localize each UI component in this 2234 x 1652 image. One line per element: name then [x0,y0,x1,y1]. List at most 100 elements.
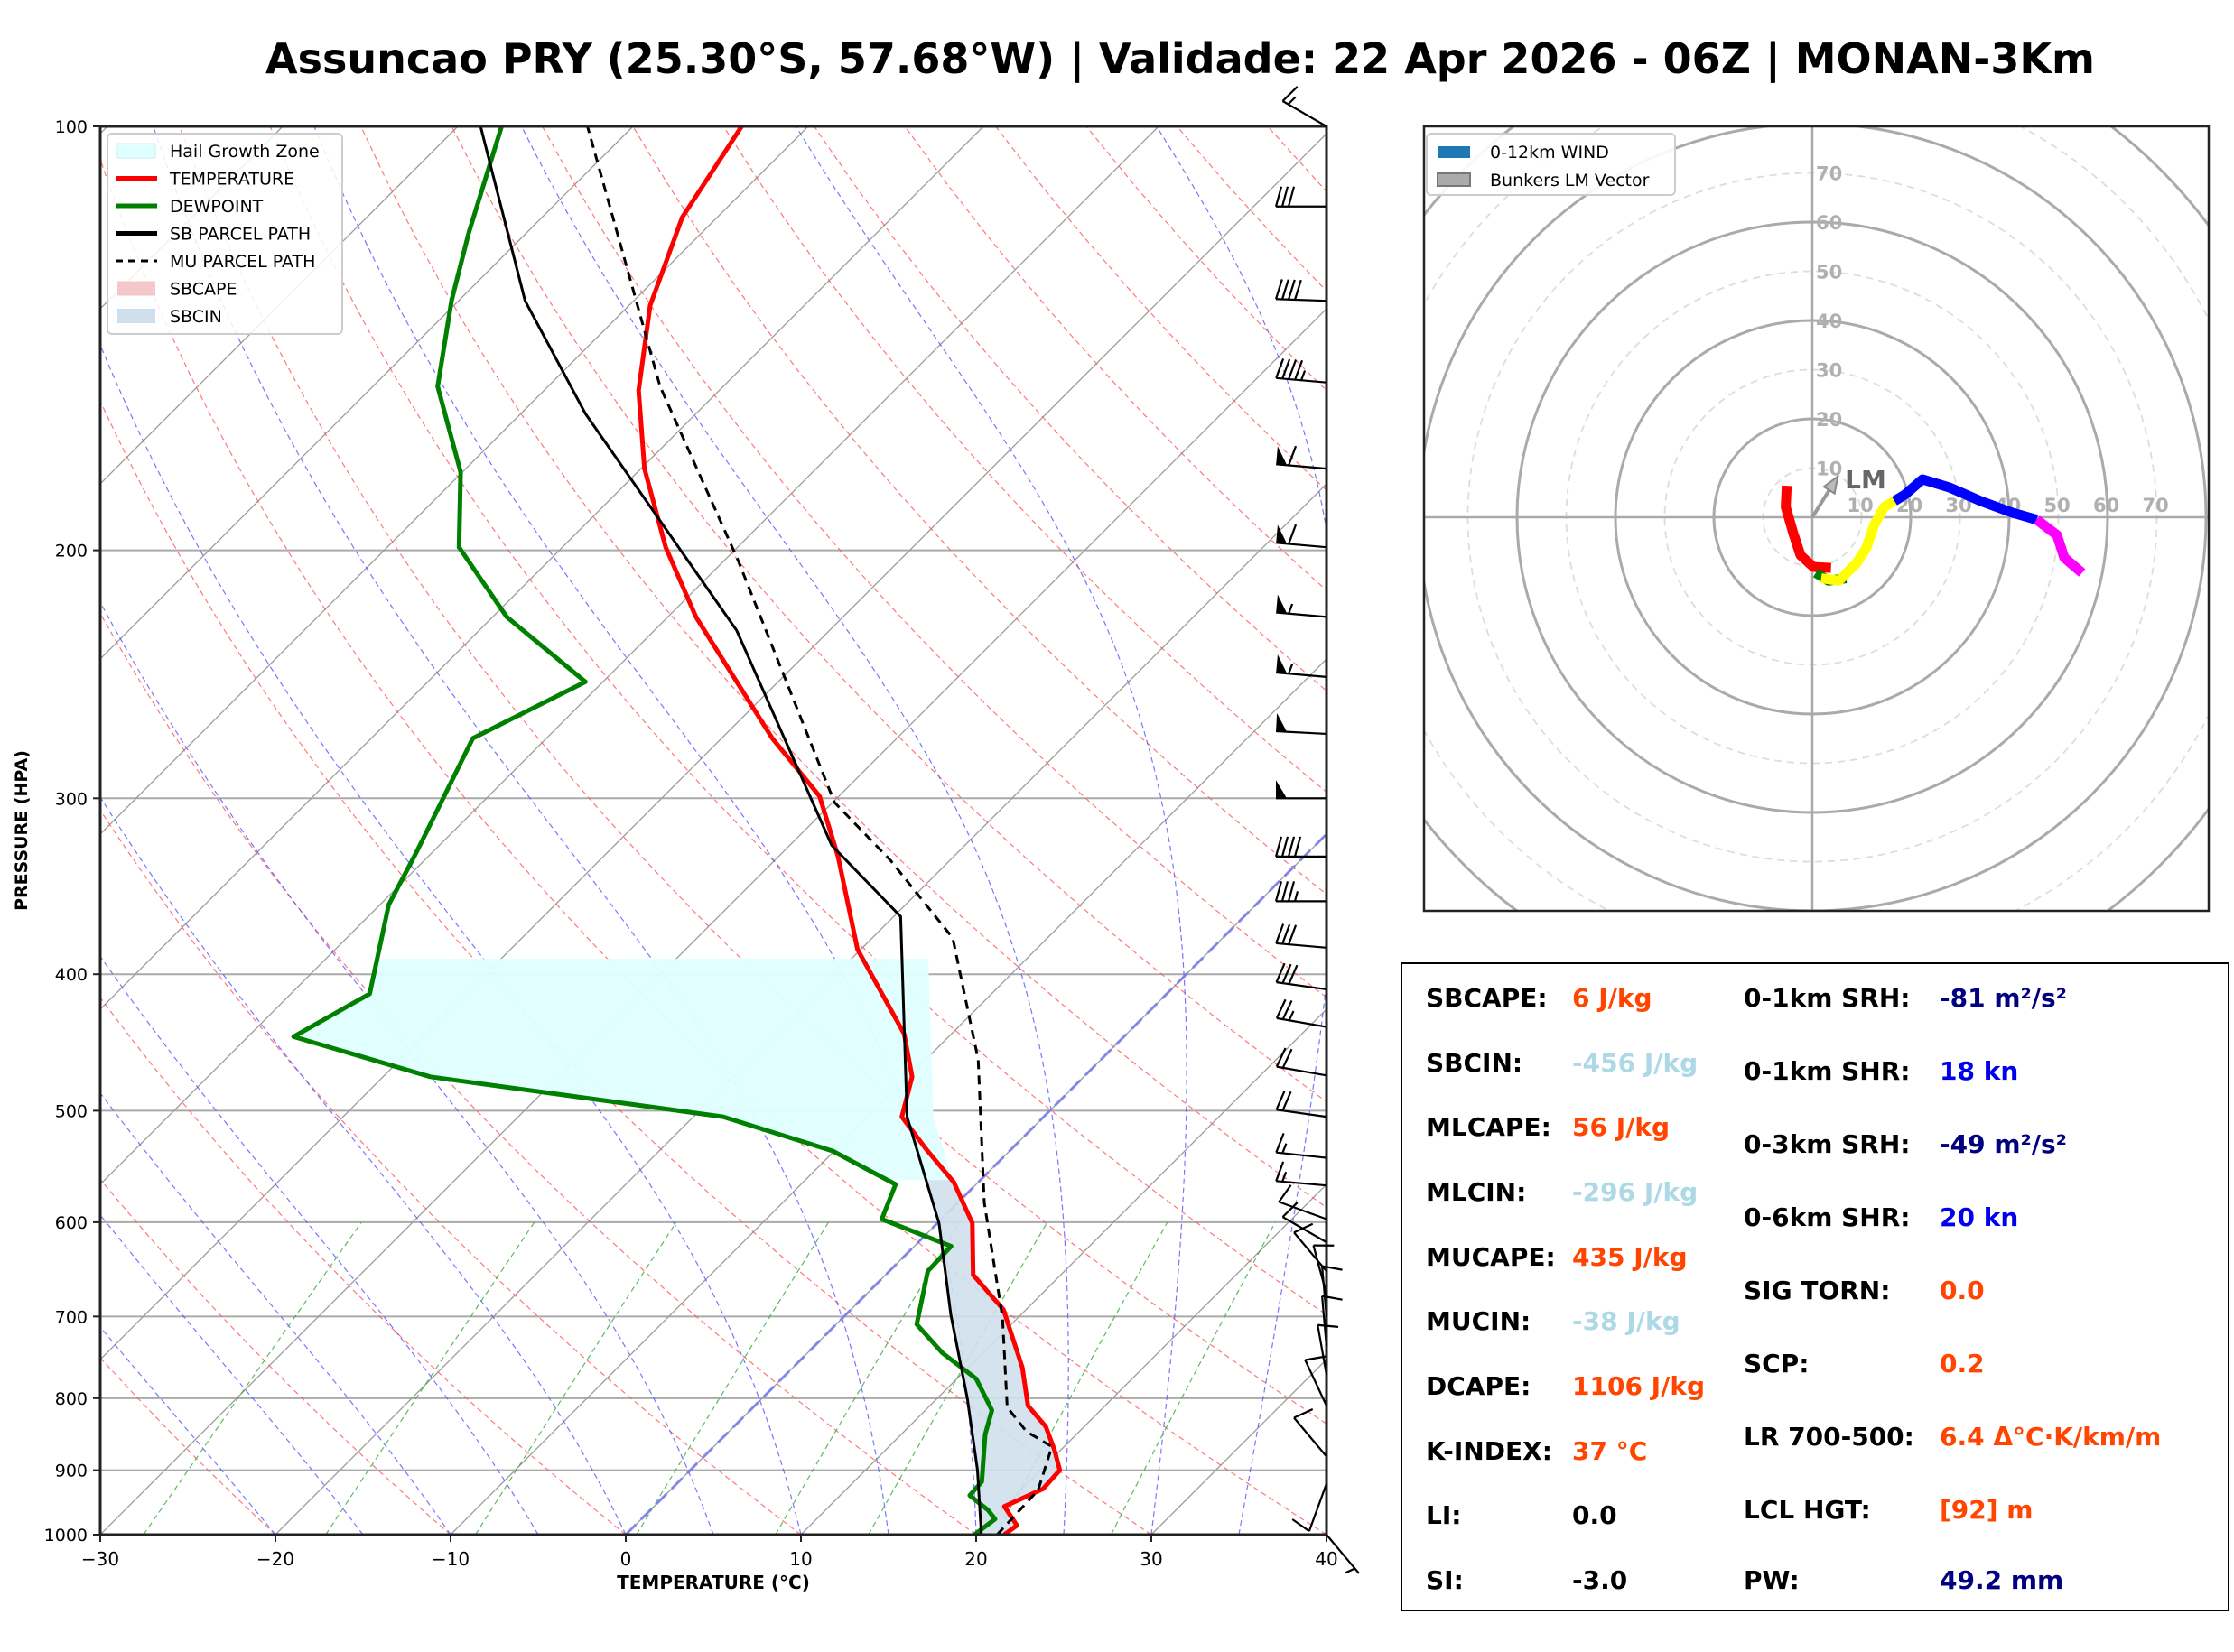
y-tick-label: 600 [55,1213,88,1233]
ring-label-v: 60 [1816,212,1842,234]
dry-adiabat [179,126,1326,1425]
ring-label-v: 40 [1816,311,1842,332]
barb-half [1287,96,1297,106]
barb-staff [1276,1109,1327,1118]
hodograph-ring [1466,172,2158,863]
isotherm-line [1326,126,1409,1535]
wind-barb [1293,1407,1327,1458]
stat-value: -3.0 [1572,1565,1628,1595]
stat-label: LI: [1426,1500,1462,1530]
barb-staff [1308,1483,1328,1532]
isotherm-line [100,126,634,660]
barb-full [1274,881,1283,902]
barb-staff [1293,1416,1327,1458]
wind-barb [1276,524,1327,549]
barb-staff [1276,1180,1327,1187]
stat-label: PW: [1744,1565,1800,1595]
x-tick-label: 20 [964,1548,987,1570]
barb-full [1293,1222,1314,1234]
hodograph-segment-yellow [1820,497,1897,586]
barb-full [1317,1323,1339,1328]
hodograph-legend: 0-12km WIND Bunkers LM Vector [1426,133,1676,196]
barb-pennant [1276,654,1288,674]
isotherm-line [100,126,984,1010]
stat-label: MLCIN: [1426,1177,1527,1207]
legend-label: SBCAPE [170,280,237,300]
moist-adiabat [100,1213,364,1535]
mixing-ratio-line [325,1221,535,1535]
hodograph-ring [1663,368,1961,666]
stat-label: DCAPE: [1426,1371,1531,1401]
isotherm-line [1150,1359,1326,1535]
wind-barb [1274,881,1326,903]
barb-half [1345,1567,1355,1574]
stat-value: 6 J/kg [1572,983,1652,1013]
barb-full [1281,963,1292,984]
barb-pennant [1276,594,1288,614]
barb-full [1280,881,1289,902]
barb-staff [1279,1201,1327,1220]
barb-full [1293,1407,1314,1419]
moist-adiabat [100,955,539,1535]
moist-adiabat [100,1326,276,1535]
dry-adiabat [100,1357,276,1535]
series-sb-parcel-path [479,126,983,1535]
ring-label-v: 70 [1816,163,1842,185]
dry-adiabat [541,126,1326,998]
stat-value: 0.0 [1940,1276,1985,1305]
wind-barb [1274,279,1327,302]
dry-adiabat [1176,126,1326,292]
dry-adiabat [100,1178,451,1535]
ring-label-u: 20 [1896,495,1922,516]
barb-full [1288,964,1299,985]
hodograph-segment-green [1812,568,1848,586]
barb-full [1287,881,1296,902]
skewt-frame [98,125,1328,1536]
wind-barb [1275,1047,1327,1077]
stat-label: 0-1km SRH: [1744,983,1911,1013]
stat-value: 6.4 Δ°C·K/km/m [1940,1422,2162,1452]
stat-value: -296 J/kg [1572,1177,1699,1207]
hodograph-ring [1762,467,1863,568]
stat-label: SBCAPE: [1426,983,1548,1013]
hodograph-ring [1515,220,2109,814]
ring-label-v: 30 [1816,360,1842,382]
barb-staff [1276,729,1327,736]
mixing-ratio-line [868,1221,1048,1535]
stat-label: SIG TORN: [1744,1276,1891,1305]
stat-value: [92] m [1940,1495,2034,1525]
mixing-ratio-line [775,1221,961,1535]
freezing-isotherm [624,831,1326,1535]
barb-staff [1304,1360,1327,1406]
legend-label: 0-12km WIND [1490,143,1609,162]
barb-staff [1281,1216,1327,1244]
dry-adiabat [100,809,802,1535]
wind-barb [1293,1222,1327,1272]
barb-staff [1321,1266,1328,1317]
wind-barb [1304,1355,1327,1406]
barb-full [1274,186,1283,208]
legend-label: DEWPOINT [170,197,264,217]
legend-swatch-lm [1437,172,1471,187]
barb-full [1287,279,1296,301]
barb-half [1281,1171,1288,1183]
stat-value: -456 J/kg [1572,1048,1699,1078]
hodograph-ring [1424,126,2209,911]
y-tick-label: 900 [55,1462,88,1481]
legend-swatch [116,143,156,159]
legend-label: SBCIN [170,307,222,327]
stat-value: 0.0 [1572,1500,1617,1530]
hodograph-ring [1424,126,2209,911]
barb-staff [1281,100,1327,127]
isotherm-line [100,126,1159,1185]
dry-adiabat [1085,126,1326,392]
lm-vector-label: LM [1845,465,1886,495]
y-tick-label: 400 [55,965,88,985]
hodograph-ring [1614,319,2011,716]
series-mu-parcel-path [586,126,1054,1535]
barb-staff [1276,376,1327,384]
legend-swatch [117,309,155,323]
ring-label-u: 70 [2143,495,2169,516]
stat-label: LR 700-500: [1744,1422,1914,1452]
barb-staff [1275,298,1327,302]
